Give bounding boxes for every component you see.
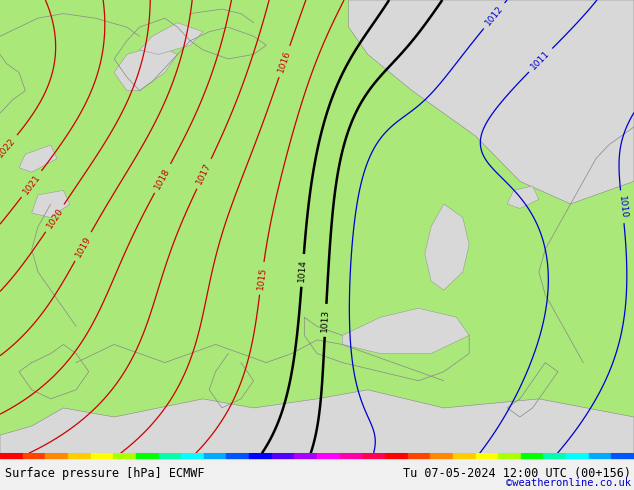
Text: Surface pressure [hPa] ECMWF: Surface pressure [hPa] ECMWF	[5, 467, 205, 480]
Bar	[362, 453, 385, 458]
Bar	[589, 453, 611, 458]
Text: 1022: 1022	[0, 136, 17, 159]
Polygon shape	[32, 190, 70, 218]
Polygon shape	[349, 0, 634, 204]
Text: 1013: 1013	[320, 309, 331, 332]
Bar	[611, 453, 634, 458]
Polygon shape	[342, 308, 469, 354]
Bar	[272, 453, 294, 458]
Polygon shape	[114, 46, 178, 91]
Polygon shape	[19, 145, 57, 172]
Text: 1017: 1017	[195, 162, 213, 186]
Text: 1015: 1015	[256, 267, 268, 290]
Bar	[521, 453, 543, 458]
Polygon shape	[0, 390, 634, 453]
Bar	[340, 453, 362, 458]
Text: Tu 07-05-2024 12:00 UTC (00+156): Tu 07-05-2024 12:00 UTC (00+156)	[403, 467, 631, 480]
Bar	[249, 453, 272, 458]
Bar	[68, 453, 91, 458]
Text: 1020: 1020	[45, 206, 65, 230]
Bar	[476, 453, 498, 458]
Text: 1012: 1012	[484, 4, 505, 27]
Bar	[136, 453, 158, 458]
Bar	[158, 453, 181, 458]
Bar	[430, 453, 453, 458]
Bar	[408, 453, 430, 458]
Bar	[23, 453, 45, 458]
Bar	[453, 453, 476, 458]
Bar	[91, 453, 113, 458]
Bar	[113, 453, 136, 458]
Bar	[543, 453, 566, 458]
Text: 1014: 1014	[297, 259, 308, 282]
Bar	[0, 453, 23, 458]
Text: 1019: 1019	[74, 234, 93, 259]
Bar	[181, 453, 204, 458]
Text: 1016: 1016	[276, 49, 292, 74]
Text: 1010: 1010	[617, 195, 628, 219]
Bar	[498, 453, 521, 458]
Text: ©weatheronline.co.uk: ©weatheronline.co.uk	[506, 478, 631, 488]
Polygon shape	[425, 204, 469, 290]
Bar	[385, 453, 408, 458]
Bar	[317, 453, 340, 458]
Bar	[566, 453, 589, 458]
Bar	[204, 453, 226, 458]
Text: 1021: 1021	[21, 172, 42, 196]
Bar	[226, 453, 249, 458]
Polygon shape	[139, 23, 203, 54]
Polygon shape	[507, 186, 539, 209]
Bar	[45, 453, 68, 458]
Bar	[294, 453, 317, 458]
Text: 1018: 1018	[153, 166, 172, 191]
Text: 1011: 1011	[529, 49, 552, 72]
